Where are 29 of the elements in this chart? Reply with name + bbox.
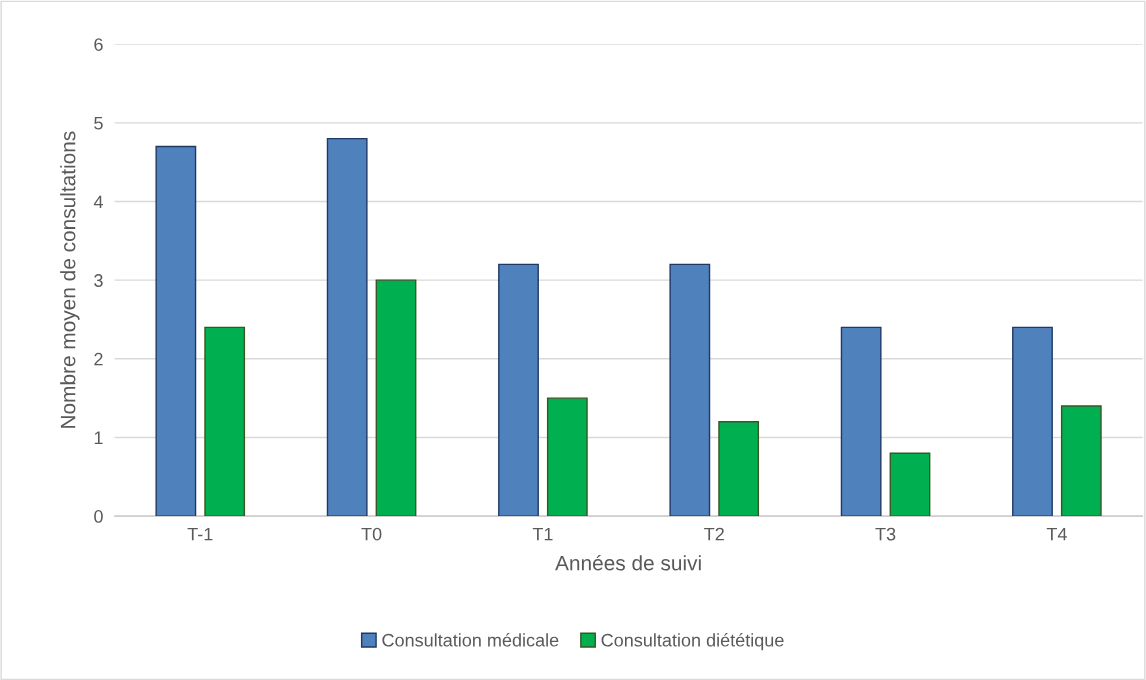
bar	[375, 279, 417, 517]
x-tick-label: T4	[1046, 527, 1067, 541]
bar	[1060, 405, 1102, 517]
y-tick-label: 3	[94, 274, 103, 287]
bar	[840, 326, 882, 517]
bar	[1012, 326, 1053, 517]
y-tick-label: 1	[94, 431, 103, 445]
y-tick-label: 5	[94, 116, 103, 130]
bar	[155, 145, 197, 517]
x-axis-title: Années de suivi	[555, 554, 701, 571]
x-tick-label: T0	[361, 527, 382, 541]
x-tick-label: T2	[704, 527, 724, 541]
bar	[669, 263, 711, 517]
bar	[498, 263, 539, 517]
bar	[889, 452, 931, 517]
bar	[204, 326, 246, 517]
y-axis-title: Nombre moyen de consultations	[60, 131, 80, 428]
y-tick-label: 0	[94, 510, 103, 523]
bar	[718, 421, 760, 517]
bar	[326, 137, 368, 517]
bar	[546, 397, 588, 517]
y-tick-label: 2	[94, 352, 103, 366]
y-tick-label: 6	[94, 38, 103, 51]
x-tick-label: T3	[875, 527, 896, 541]
x-tick-label: T1	[532, 527, 553, 541]
legend-label: Consultation diététique	[601, 633, 784, 651]
legend-label: Consultation médicale	[382, 633, 559, 647]
y-tick-label: 4	[93, 195, 103, 209]
x-tick-label: T-1	[187, 527, 213, 541]
